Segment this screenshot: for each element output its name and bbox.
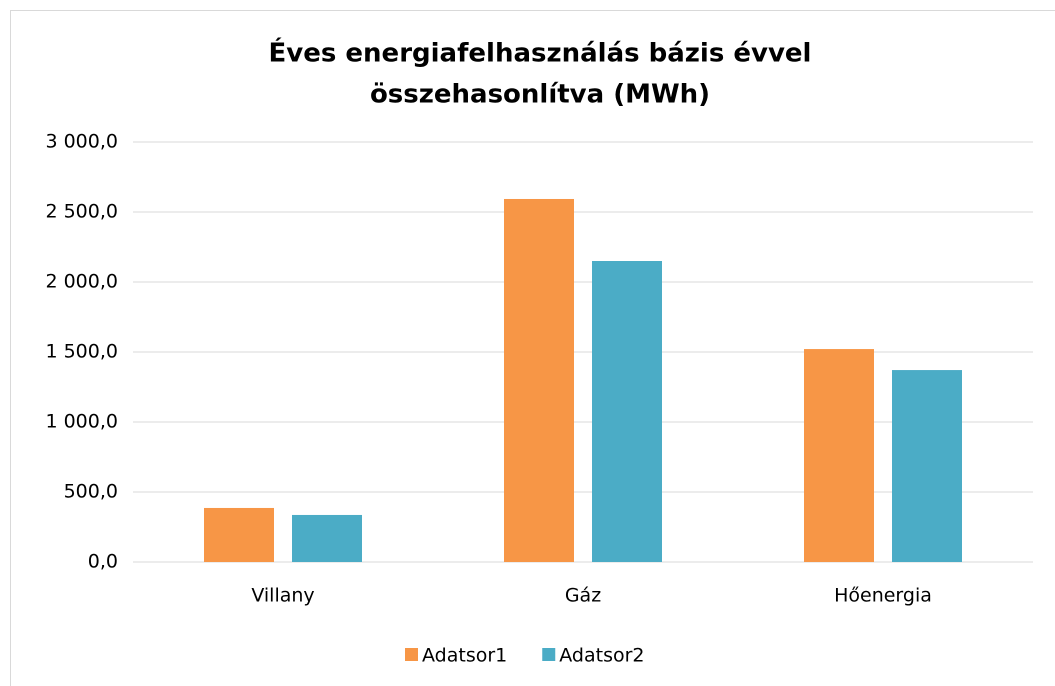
legend-swatch: [542, 648, 556, 661]
legend-label: Adatsor1: [422, 645, 507, 667]
y-tick-label: 2 000,0: [45, 271, 118, 293]
y-tick-label: 3 000,0: [45, 131, 118, 153]
x-tick-label: Gáz: [565, 585, 601, 607]
y-tick-label: 2 500,0: [45, 201, 118, 223]
y-tick-label: 0,0: [88, 551, 118, 573]
bar: [204, 507, 274, 562]
chart-title: Éves energiafelhasználás bázis évvel: [269, 37, 812, 69]
y-tick-label: 500,0: [64, 481, 118, 503]
bar: [504, 198, 574, 563]
bar: [804, 349, 874, 562]
y-tick-label: 1 000,0: [45, 411, 118, 433]
chart-title: összehasonlítva (MWh): [370, 80, 710, 110]
bar: [892, 370, 962, 562]
legend-swatch: [405, 648, 418, 661]
x-tick-label: Hőenergia: [834, 585, 932, 607]
bar: [592, 261, 662, 562]
legend-label: Adatsor2: [559, 645, 644, 667]
x-tick-label: Villany: [251, 585, 314, 607]
y-tick-label: 1 500,0: [45, 341, 118, 363]
bar: [292, 514, 362, 562]
